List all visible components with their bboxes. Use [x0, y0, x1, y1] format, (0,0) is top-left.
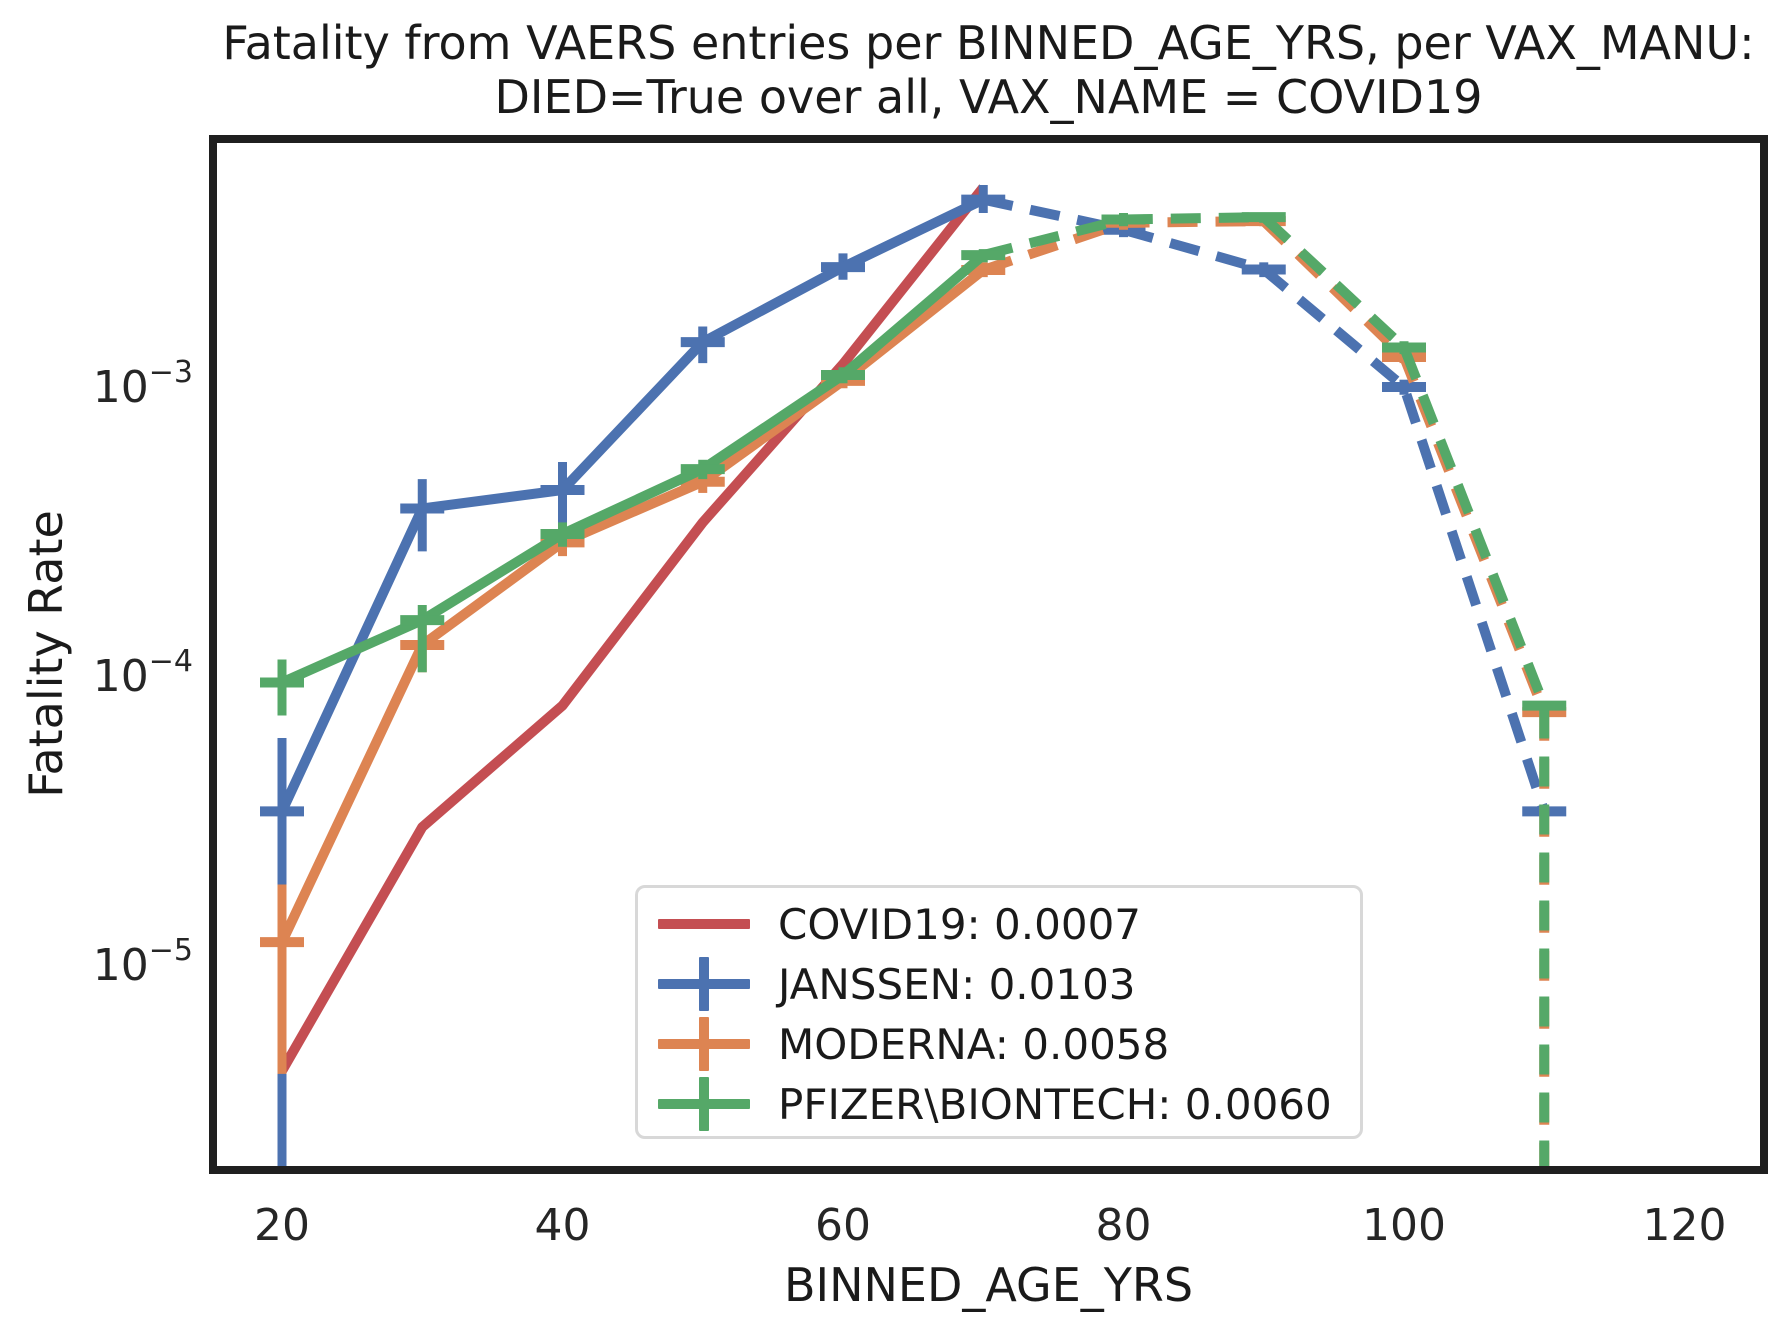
y-axis-label: Fatality Rate: [19, 510, 73, 798]
legend-errorbar-icon-moderna: [699, 1017, 709, 1071]
series-pfizer-biontech-line-solid: [279, 251, 987, 688]
x-tick-120: 120: [1643, 1200, 1727, 1251]
series-janssen-line-solid: [277, 195, 986, 814]
y-tick-1e−5: 10−5: [93, 933, 193, 991]
x-tick-40: 40: [535, 1200, 591, 1251]
chart-title: Fatality from VAERS entries per BINNED_A…: [213, 16, 1764, 124]
chart-title-line2: DIED=True over all, VAX_NAME = COVID19: [494, 70, 1483, 124]
legend-item-janssen: JANSSEN: 0.0103: [658, 954, 1360, 1014]
x-tick-20: 20: [254, 1200, 310, 1251]
legend-label-covid19: COVID19: 0.0007: [778, 899, 1142, 949]
chart-title-line1: Fatality from VAERS entries per BINNED_A…: [222, 16, 1755, 70]
legend-line-icon-covid19: [658, 919, 750, 929]
legend-item-moderna: MODERNA: 0.0058: [658, 1014, 1360, 1074]
legend-swatch-pfizer-biontech: [658, 1076, 750, 1132]
legend-label-janssen: JANSSEN: 0.0103: [778, 959, 1136, 1009]
plot-area: [260, 184, 1567, 1170]
legend-item-pfizer-biontech: PFIZER\BIONTECH: 0.0060: [658, 1074, 1360, 1134]
legend-label-pfizer-biontech: PFIZER\BIONTECH: 0.0060: [778, 1079, 1332, 1129]
legend-label-moderna: MODERNA: 0.0058: [778, 1019, 1170, 1069]
x-tick-60: 60: [815, 1200, 871, 1251]
legend-errorbar-icon-janssen: [699, 957, 709, 1011]
x-tick-100: 100: [1362, 1200, 1446, 1251]
legend-errorbar-icon-pfizer-biontech: [699, 1077, 709, 1131]
series-covid19-line-solid: [277, 184, 988, 1074]
plot-border: [209, 135, 1768, 1174]
series-moderna-line-solid: [277, 266, 987, 945]
y-tick-1e−4: 10−4: [93, 644, 193, 702]
legend-swatch-moderna: [658, 1016, 750, 1072]
x-axis-label: BINNED_AGE_YRS: [783, 1258, 1194, 1312]
legend-swatch-janssen: [658, 956, 750, 1012]
legend: COVID19: 0.0007 JANSSEN: 0.0103 MODERNA: 0…: [635, 885, 1363, 1139]
y-tick-1e−3: 10−3: [93, 355, 193, 413]
legend-swatch-covid19: [658, 896, 750, 952]
series-pfizer-biontech-line-dashed: [982, 212, 1550, 1170]
legend-item-covid19: COVID19: 0.0007: [658, 894, 1360, 954]
x-tick-80: 80: [1096, 1200, 1152, 1251]
